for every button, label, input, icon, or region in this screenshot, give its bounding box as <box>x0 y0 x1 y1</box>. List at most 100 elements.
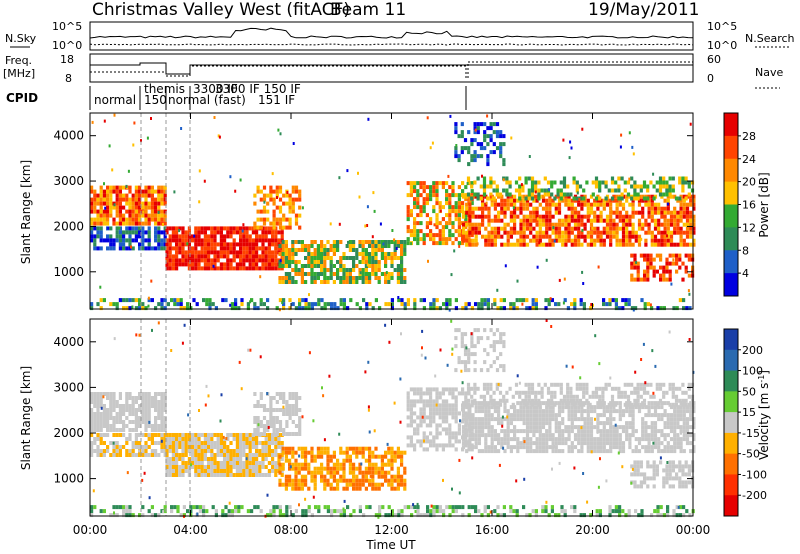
heatmap-cell <box>636 184 640 189</box>
heatmap-cell <box>465 413 469 418</box>
heatmap-cell <box>451 189 455 194</box>
heatmap-cell <box>660 206 664 211</box>
heatmap-cell <box>570 409 574 414</box>
heatmap-cell <box>580 417 584 422</box>
heatmap-cell <box>115 201 119 206</box>
heatmap-cell <box>525 306 529 311</box>
heatmap-cell <box>519 417 523 422</box>
heatmap-cell <box>615 198 619 203</box>
heatmap-cell <box>242 246 246 251</box>
heatmap-cell <box>106 445 110 449</box>
heatmap-cell <box>580 218 584 223</box>
heatmap-cell <box>197 453 201 457</box>
heatmap-cell <box>242 223 245 227</box>
heatmap-cell <box>659 253 663 258</box>
heatmap-cell <box>573 425 578 430</box>
heatmap-cell <box>570 226 574 231</box>
heatmap-cell <box>266 420 270 424</box>
heatmap-cell <box>625 242 629 247</box>
heatmap-cell <box>463 146 468 151</box>
heatmap-cell <box>529 210 533 215</box>
heatmap-cell <box>237 306 241 311</box>
heatmap-cell <box>368 240 372 244</box>
heatmap-cell <box>390 302 394 307</box>
heatmap-cell <box>500 202 504 207</box>
heatmap-cell <box>441 407 445 412</box>
heatmap-cell <box>460 130 464 135</box>
heatmap-cell <box>219 234 223 239</box>
heatmap-cell <box>567 214 571 219</box>
heatmap-cell <box>361 248 365 252</box>
heatmap-cell <box>525 234 530 239</box>
heatmap-cell <box>614 298 618 303</box>
heatmap-cell <box>245 254 249 259</box>
heatmap-cell <box>477 417 481 422</box>
heatmap-cell <box>577 226 581 231</box>
heatmap-cell <box>371 466 375 471</box>
heatmap-cell <box>187 449 191 453</box>
heatmap-cell <box>583 226 587 231</box>
heatmap-cell <box>685 433 690 438</box>
heatmap-cell <box>530 180 535 185</box>
heatmap-cell <box>470 394 474 399</box>
heatmap-cell <box>624 302 628 307</box>
heatmap-cell <box>300 454 304 459</box>
heatmap-cell <box>242 453 246 457</box>
heatmap-cell <box>644 445 648 450</box>
heatmap-cell <box>615 437 619 442</box>
heatmap-cell <box>429 419 433 424</box>
heatmap-cell <box>138 230 142 235</box>
heatmap-cell <box>665 265 669 270</box>
heatmap-cell <box>516 445 520 450</box>
heatmap-cell <box>525 437 530 442</box>
heatmap-cell <box>274 469 278 473</box>
heatmap-cell <box>641 194 645 199</box>
heatmap-cell <box>115 441 119 445</box>
heatmap-cell <box>529 441 533 446</box>
heatmap-cell <box>409 209 413 214</box>
heatmap-cell <box>90 185 94 190</box>
heatmap-cell <box>374 276 378 280</box>
heatmap-cell <box>644 413 648 418</box>
heatmap-cell <box>567 429 571 434</box>
heatmap-cell <box>99 306 103 311</box>
heatmap-cell <box>505 180 509 185</box>
heatmap-cell <box>435 217 439 222</box>
heatmap-cell <box>264 437 268 441</box>
heatmap-cell <box>474 445 478 450</box>
heatmap-cell <box>403 244 407 248</box>
heatmap-cell <box>184 453 188 457</box>
heatmap-cell <box>272 432 276 436</box>
heatmap-cell <box>662 269 666 274</box>
heatmap-cell <box>529 405 533 410</box>
heatmap-cell <box>461 210 466 215</box>
heatmap-cell <box>480 302 484 307</box>
heatmap-cell <box>271 457 275 461</box>
heatmap-cell <box>647 222 651 227</box>
heatmap-cell <box>633 196 637 201</box>
heatmap-cell <box>275 217 279 222</box>
heatmap-cell <box>352 466 356 471</box>
heatmap-cell <box>481 218 485 223</box>
heatmap-cell <box>538 433 542 438</box>
heatmap-cell <box>470 386 474 391</box>
heatmap-cell <box>245 437 249 441</box>
heatmap-cell <box>602 437 606 442</box>
heatmap-cell <box>339 462 343 467</box>
heatmap-cell <box>621 238 626 243</box>
heatmap-cell <box>256 225 260 230</box>
heatmap-cell <box>223 453 227 457</box>
heatmap-cell <box>269 193 273 198</box>
heatmap-cell <box>223 437 227 441</box>
heatmap-cell <box>567 230 571 235</box>
heatmap-cell <box>447 174 450 178</box>
heatmap-cell <box>251 437 255 441</box>
heatmap-cell <box>336 462 340 467</box>
heatmap-cell <box>242 441 246 445</box>
heatmap-cell <box>516 206 520 211</box>
heatmap-cell <box>484 421 488 426</box>
heatmap-cell <box>681 176 685 181</box>
heatmap-cell <box>90 424 94 428</box>
heatmap-cell <box>297 482 301 487</box>
heatmap-cell <box>481 417 485 422</box>
